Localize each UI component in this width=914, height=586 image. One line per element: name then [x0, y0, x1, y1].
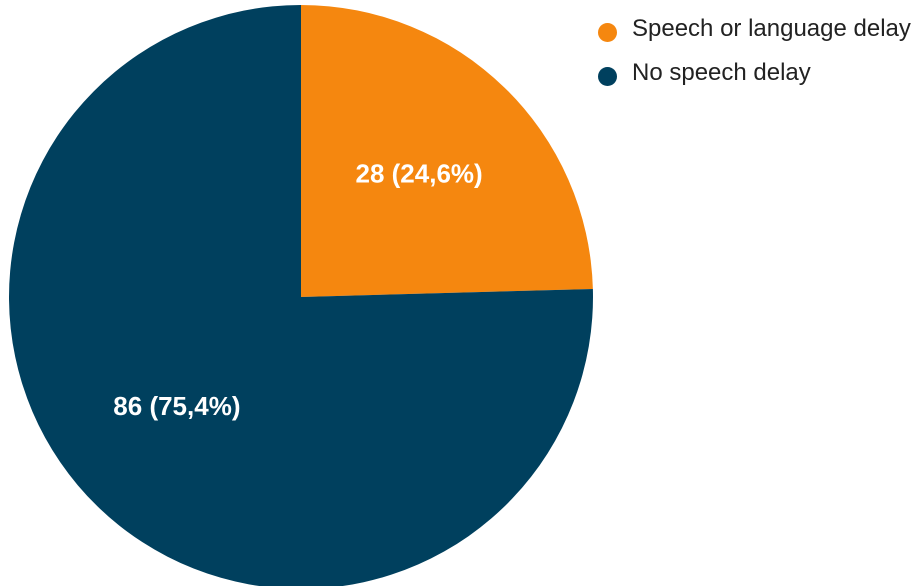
pie-slice-no-speech-delay: [9, 5, 593, 586]
legend-item-speech-or-language-delay: Speech or language delay: [596, 14, 914, 44]
pie-labels: 28 (24,6%) 86 (75,4%): [113, 158, 482, 420]
legend-swatch-no-speech-delay: [598, 67, 617, 86]
legend-item-no-speech-delay: No speech delay: [596, 58, 914, 88]
legend-swatch-speech-or-language-delay: [598, 23, 617, 42]
pie-slice-speech-or-language-delay: [301, 5, 593, 297]
legend: Speech or language delay No speech delay: [596, 14, 914, 102]
slice-label-no-speech-delay: 86 (75,4%): [113, 391, 240, 421]
legend-label-no-speech-delay: No speech delay: [632, 59, 811, 86]
slice-label-speech-or-language-delay: 28 (24,6%): [356, 158, 483, 188]
legend-label-speech-or-language-delay: Speech or language delay: [632, 15, 911, 42]
pie-slices: [9, 5, 593, 586]
